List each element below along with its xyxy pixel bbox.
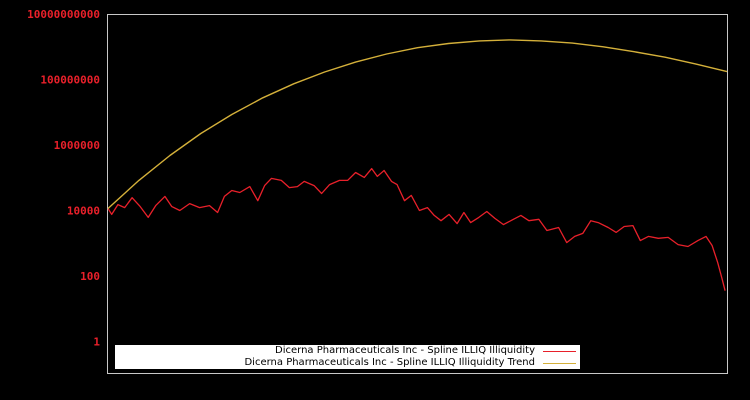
legend-swatch-gold	[543, 362, 576, 364]
legend-swatch-red	[543, 350, 576, 352]
legend-item-illiquidity: Dicerna Pharmaceuticals Inc - Spline ILL…	[275, 345, 580, 357]
trend-line	[107, 39, 728, 210]
series-layer	[107, 39, 728, 291]
y-tick-label: 100	[80, 270, 100, 283]
plot-frame	[107, 14, 728, 374]
y-tick-label: 100000000	[40, 74, 100, 87]
legend-label: Dicerna Pharmaceuticals Inc - Spline ILL…	[244, 357, 535, 368]
y-tick-label: 1000000	[54, 139, 100, 152]
y-tick-label: 1	[93, 336, 100, 349]
y-tick-label: 10000000000	[27, 8, 100, 21]
illiquidity-line	[107, 167, 726, 291]
legend-label: Dicerna Pharmaceuticals Inc - Spline ILL…	[275, 345, 535, 356]
legend: Dicerna Pharmaceuticals Inc - Spline ILL…	[115, 345, 580, 369]
legend-item-trend: Dicerna Pharmaceuticals Inc - Spline ILL…	[244, 357, 580, 369]
y-tick-label: 10000	[67, 205, 100, 218]
y-axis-ticks: 10000000000 100000000 1000000 10000 100 1	[27, 8, 100, 349]
